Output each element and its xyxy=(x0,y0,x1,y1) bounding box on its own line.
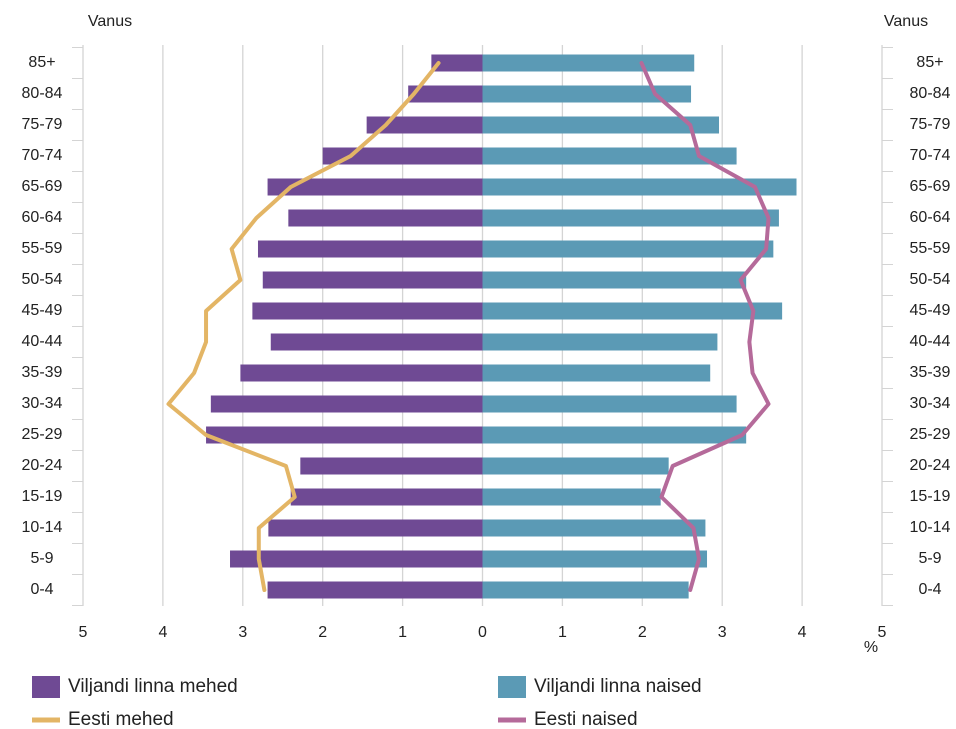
x-tick-label: 4 xyxy=(158,624,167,641)
legend-swatch xyxy=(498,676,526,698)
bar xyxy=(290,488,483,506)
y-tick-label-right: 55-59 xyxy=(910,240,951,257)
y-tick-label: 60-64 xyxy=(22,209,63,226)
x-tick-label: 1 xyxy=(398,624,407,641)
y-tick-label-right: 30-34 xyxy=(910,395,951,412)
bar xyxy=(482,178,797,196)
bar xyxy=(482,147,737,165)
bar xyxy=(252,302,483,320)
y-tick-label-right: 20-24 xyxy=(910,457,951,474)
bar xyxy=(240,364,483,382)
bar xyxy=(262,271,483,289)
y-tick-label-right: 15-19 xyxy=(910,488,951,505)
bar xyxy=(482,488,661,506)
bar xyxy=(482,271,747,289)
x-tick-label: 5 xyxy=(79,624,88,641)
bar xyxy=(267,581,483,599)
y-tick-label-right: 25-29 xyxy=(910,426,951,443)
bar xyxy=(267,178,483,196)
y-tick-label: 75-79 xyxy=(22,116,63,133)
y-tick-label-right: 70-74 xyxy=(910,147,951,164)
bar xyxy=(322,147,483,165)
y-axis-label-right: Vanus xyxy=(884,13,928,30)
y-tick-label: 15-19 xyxy=(22,488,63,505)
y-tick-label-right: 10-14 xyxy=(910,519,951,536)
y-tick-label: 55-59 xyxy=(22,240,63,257)
y-tick-label-right: 5-9 xyxy=(918,550,941,567)
x-axis-label: % xyxy=(864,639,878,656)
bar xyxy=(482,426,747,444)
y-tick-label-right: 80-84 xyxy=(910,85,951,102)
y-tick-label-right: 85+ xyxy=(916,54,943,71)
bar xyxy=(482,209,779,227)
legend-label: Viljandi linna naised xyxy=(534,676,702,697)
y-tick-label-right: 75-79 xyxy=(910,116,951,133)
line xyxy=(639,61,771,592)
y-tick-label-right: 65-69 xyxy=(910,178,951,195)
bar xyxy=(270,333,483,351)
x-tick-label: 2 xyxy=(638,624,647,641)
line xyxy=(166,61,441,592)
y-tick-label: 40-44 xyxy=(22,333,63,350)
bar xyxy=(300,457,483,475)
y-tick-label: 30-34 xyxy=(22,395,63,412)
x-tick-label: 4 xyxy=(798,624,807,641)
bar xyxy=(288,209,483,227)
bar xyxy=(482,54,695,72)
y-tick-label: 45-49 xyxy=(22,302,63,319)
y-tick-label-right: 0-4 xyxy=(918,581,941,598)
legend-label: Viljandi linna mehed xyxy=(68,676,238,697)
x-tick-label: 1 xyxy=(558,624,567,641)
bar xyxy=(482,240,774,258)
x-tick-label: 5 xyxy=(878,624,887,641)
bar xyxy=(482,457,669,475)
x-tick-label: 3 xyxy=(238,624,247,641)
bar xyxy=(482,581,689,599)
bar xyxy=(210,395,483,413)
y-tick-label: 35-39 xyxy=(22,364,63,381)
x-tick-label: 0 xyxy=(478,624,487,641)
y-axis-label: Vanus xyxy=(88,13,132,30)
y-tick-label-right: 40-44 xyxy=(910,333,951,350)
y-tick-label-right: 50-54 xyxy=(910,271,951,288)
y-tick-label: 80-84 xyxy=(22,85,63,102)
bar xyxy=(482,395,737,413)
bar xyxy=(408,85,483,103)
bar xyxy=(257,240,483,258)
y-tick-label: 65-69 xyxy=(22,178,63,195)
y-tick-label-right: 35-39 xyxy=(910,364,951,381)
y-tick-label: 70-74 xyxy=(22,147,63,164)
legend-swatch xyxy=(32,676,60,698)
bar xyxy=(366,116,483,134)
x-tick-label: 2 xyxy=(318,624,327,641)
y-tick-label-right: 45-49 xyxy=(910,302,951,319)
bar xyxy=(268,519,483,537)
y-tick-label: 5-9 xyxy=(30,550,53,567)
bar xyxy=(482,302,783,320)
y-tick-label-right: 60-64 xyxy=(910,209,951,226)
bar xyxy=(482,85,692,103)
y-tick-label: 0-4 xyxy=(30,581,53,598)
bar xyxy=(230,550,483,568)
y-tick-label: 50-54 xyxy=(22,271,63,288)
bar xyxy=(206,426,483,444)
bar xyxy=(482,364,711,382)
legend-label: Eesti naised xyxy=(534,709,638,729)
bar xyxy=(482,116,720,134)
bar xyxy=(482,333,718,351)
legend-label: Eesti mehed xyxy=(68,709,174,729)
bar xyxy=(482,519,706,537)
y-tick-label: 85+ xyxy=(28,54,55,71)
x-tick-label: 3 xyxy=(718,624,727,641)
y-tick-label: 10-14 xyxy=(22,519,63,536)
bar xyxy=(431,54,483,72)
y-tick-label: 20-24 xyxy=(22,457,63,474)
bar xyxy=(482,550,708,568)
y-tick-label: 25-29 xyxy=(22,426,63,443)
